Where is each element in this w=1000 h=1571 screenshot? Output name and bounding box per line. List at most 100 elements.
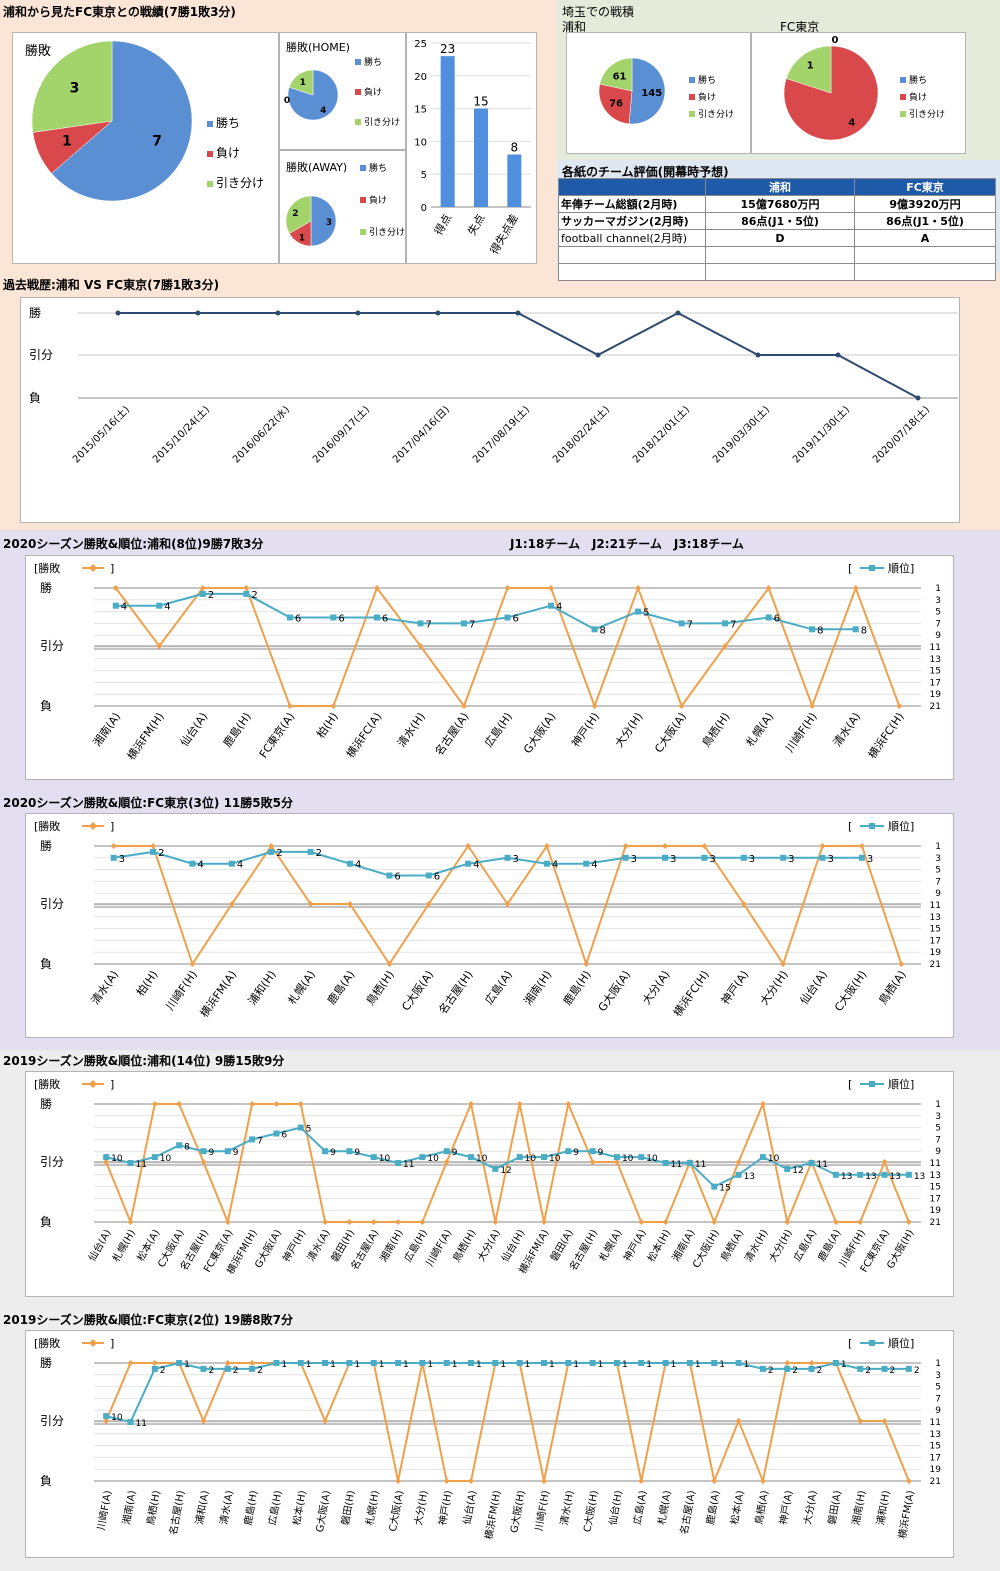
eval-header-urawa: 浦和 — [705, 178, 855, 196]
pie-data-label: 1 — [300, 78, 306, 88]
season-x-label: 神戸(A) — [620, 1227, 649, 1264]
rank-tick: 9 — [935, 889, 941, 899]
rank-point — [249, 1365, 256, 1372]
eval-row — [558, 263, 996, 281]
rank-point — [662, 854, 669, 861]
result-point — [504, 901, 511, 907]
season-x-label: 横浜FM(A) — [895, 1489, 916, 1540]
season-x-label: 大分(A) — [801, 1489, 820, 1525]
season-x-label: 鹿島(A) — [324, 968, 357, 1007]
rank-line — [115, 592, 856, 631]
rank-data-label: 11 — [817, 1160, 828, 1170]
rank-point — [881, 1365, 888, 1372]
rank-data-label: 8 — [861, 625, 867, 636]
urawa2019-panel: 1 3 5 7 9 11 13 15 17 19 21 勝引分負 [勝敗][順位] 10 11 10 8 9 9 7 6… — [25, 1071, 954, 1297]
rank-data-label: 10 — [476, 1154, 488, 1164]
result-y-label: 負 — [40, 957, 52, 971]
result-point — [735, 1159, 742, 1165]
season-x-label: 仙台(A) — [797, 968, 830, 1007]
season-x-label: 広島(H) — [481, 710, 515, 750]
rank-data-label: 1 — [403, 1360, 409, 1370]
season-x-label: 湘南(A) — [90, 710, 123, 749]
result-point — [678, 703, 685, 709]
rank-data-label: 6 — [513, 614, 519, 625]
rank-data-label: 1 — [841, 1360, 847, 1370]
saitama-fc-label: FC東京 — [780, 20, 820, 34]
summary-title: 浦和から見たFC東京との戦績(7勝1敗3分) — [3, 5, 236, 19]
result-point — [176, 1101, 183, 1107]
rank-data-label: 3 — [670, 854, 676, 865]
rank-data-label: 11 — [135, 1160, 146, 1170]
season-x-label: 湘南(H) — [377, 1227, 406, 1264]
result-point — [516, 1101, 523, 1107]
rank-line — [113, 850, 862, 877]
rank-tick: 5 — [935, 866, 941, 876]
result-point — [881, 1418, 888, 1424]
result-y-label: 引分 — [40, 639, 64, 653]
pie-total-panel: 勝敗 7 1 3 勝ち 負け 引き分け — [12, 32, 279, 264]
pie-data-label: 0 — [832, 35, 839, 46]
legend-result-close: ] — [110, 562, 114, 575]
history-y-label: 負 — [29, 391, 41, 405]
rank-data-label: 1 — [719, 1360, 725, 1370]
rank-point — [268, 848, 275, 855]
pie-data-label: 3 — [326, 218, 332, 228]
saitama-urawa-label: 浦和 — [562, 20, 587, 34]
rank-data-label: 1 — [184, 1360, 190, 1370]
result-point — [591, 703, 598, 709]
rank-point — [686, 1360, 693, 1366]
rank-data-label: 3 — [788, 854, 794, 865]
season-x-label: 湘南(A) — [120, 1489, 139, 1525]
result-point — [243, 585, 250, 591]
season-x-label: 鹿島(H) — [560, 968, 594, 1008]
legend-rank-open: [ — [848, 820, 852, 833]
rank-tick: 15 — [930, 1183, 941, 1193]
eval-row: 年俸チーム総額(2月時) 15億7680万円 9億3920万円 — [558, 195, 996, 213]
saitama-title: 埼玉での戦積 — [562, 5, 635, 19]
history-point — [275, 310, 281, 316]
legend-rank-label: 順位] — [888, 1077, 914, 1091]
rank-tick: 1 — [935, 1359, 941, 1369]
season-x-label: 磐田(H) — [328, 1227, 357, 1264]
rank-data-label: 4 — [164, 602, 170, 613]
season-x-label: 大分(H) — [612, 710, 646, 750]
eval-cell — [854, 246, 996, 264]
season-x-label: 鳥栖(A) — [752, 1489, 771, 1525]
rank-point — [199, 590, 206, 597]
season-x-label: 湘南(H) — [849, 1489, 868, 1526]
rank-data-label: 11 — [403, 1160, 414, 1170]
result-point — [268, 843, 275, 849]
season-x-label: 仙台(A) — [85, 1227, 114, 1264]
season-x-label: 川崎F(H) — [163, 968, 200, 1013]
rank-data-label: 2 — [158, 848, 164, 859]
rank-tick: 3 — [935, 1112, 941, 1122]
rank-data-label: 13 — [841, 1172, 852, 1182]
season-x-label: 湘南(H) — [521, 968, 555, 1008]
rank-point — [808, 1160, 815, 1166]
rank-tick: 3 — [935, 854, 941, 864]
rank-data-label: 13 — [890, 1172, 901, 1182]
season-x-label: 大分(A) — [639, 968, 672, 1007]
season-x-label: 鹿島(A) — [703, 1489, 722, 1525]
urawa2019-title: 2019シーズン勝敗&順位:浦和(14位) 9勝15敗9分 — [3, 1054, 285, 1068]
history-point — [595, 352, 601, 358]
result-y-label: 勝 — [40, 1096, 52, 1111]
result-point — [492, 1219, 499, 1225]
season-x-label: 広島(A) — [630, 1489, 649, 1525]
rank-point — [373, 614, 380, 621]
rank-data-label: 1 — [671, 1360, 677, 1370]
result-point — [127, 1360, 134, 1366]
history-x-label: 2015/05/16(土) — [70, 403, 133, 466]
season-x-label: 神戸(H) — [568, 710, 602, 750]
result-point — [200, 1418, 207, 1424]
rank-data-label: 2 — [890, 1366, 896, 1376]
legend-label: 負け — [216, 146, 240, 160]
rank-tick: 1 — [935, 584, 941, 594]
rank-data-label: 1 — [549, 1360, 555, 1370]
rank-point — [540, 1360, 547, 1366]
season-x-label: C大阪(H) — [580, 1489, 600, 1533]
rank-point — [832, 1360, 839, 1366]
